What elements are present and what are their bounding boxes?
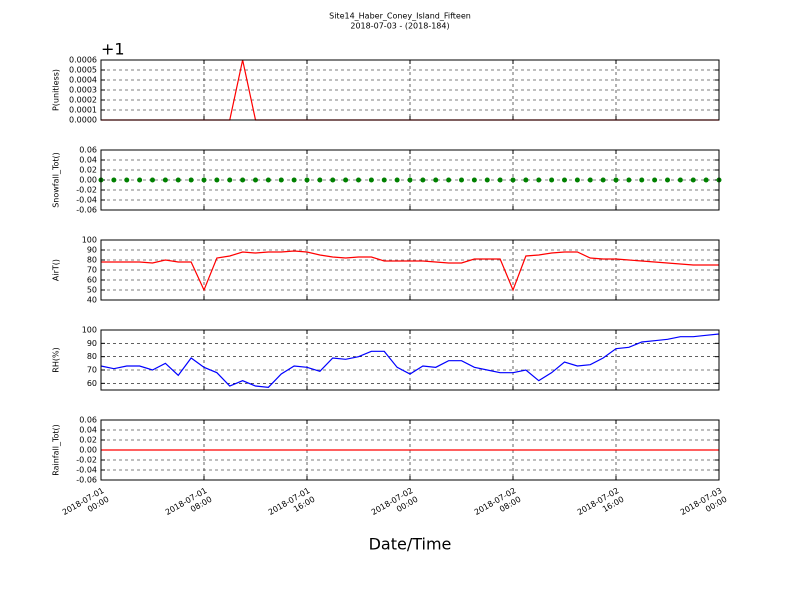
data-point: [240, 177, 246, 183]
data-point: [677, 177, 683, 183]
data-point: [394, 177, 400, 183]
data-line: [100, 333, 720, 388]
data-point: [690, 177, 696, 183]
data-point: [574, 177, 580, 183]
data-point: [613, 177, 619, 183]
data-point: [703, 177, 709, 183]
data-point: [317, 177, 323, 183]
data-point: [278, 177, 284, 183]
y-tick-label: 0.0005: [69, 66, 97, 75]
data-point: [304, 177, 310, 183]
data-point: [587, 177, 593, 183]
y-tick-label: 0.04: [79, 156, 97, 165]
data-point: [665, 177, 670, 183]
y-tick-label: 80: [87, 352, 97, 361]
data-point: [420, 177, 426, 183]
data-point: [562, 177, 567, 183]
y-tick-label: 0.0000: [69, 116, 97, 125]
y-tick-label: 0.0004: [69, 76, 97, 85]
y-tick-label: -0.06: [76, 206, 97, 215]
y-axis-label: AirT(): [52, 259, 61, 281]
data-point: [536, 177, 542, 183]
data-point: [381, 177, 387, 183]
plot-frame: [100, 59, 720, 121]
plot-frame: [100, 149, 720, 211]
data-point: [407, 177, 413, 183]
y-tick-label: 60: [87, 379, 97, 388]
plot-frame: [100, 239, 720, 301]
data-point: [626, 177, 632, 183]
chart-title: Site14_Haber_Coney_Island_Fifteen: [329, 12, 471, 21]
data-point: [150, 177, 155, 183]
data-point: [652, 177, 658, 183]
y-tick-label: 100: [82, 326, 97, 335]
data-point: [484, 177, 490, 183]
y-tick-label: 80: [87, 256, 97, 265]
y-tick-label: 70: [87, 266, 97, 275]
y-tick-label: -0.02: [76, 456, 97, 465]
y-tick-label: -0.02: [76, 186, 97, 195]
y-tick-label: 40: [87, 296, 97, 305]
y-tick-label: 0.06: [79, 416, 97, 425]
data-point: [446, 177, 452, 183]
y-tick-label: 0.02: [79, 436, 97, 445]
y-tick-label: 0.0001: [69, 106, 97, 115]
data-point: [265, 177, 271, 183]
y-tick-label: 0.02: [79, 166, 97, 175]
y-axis-label: RH(%): [52, 347, 61, 372]
data-point: [497, 177, 503, 183]
data-point: [253, 177, 258, 183]
data-point: [137, 177, 143, 183]
y-tick-label: -0.06: [76, 476, 97, 485]
data-point: [330, 177, 336, 183]
y-tick-label: 70: [87, 366, 97, 375]
data-point: [227, 177, 233, 183]
y-axis-label: Snowfall_Tot(): [52, 152, 61, 208]
y-axis-label: Rainfall_Tot(): [52, 424, 61, 476]
data-point: [433, 177, 439, 183]
y-tick-label: 0.0003: [69, 86, 97, 95]
y-tick-label: 0.00: [79, 176, 97, 185]
offset-text: +1: [101, 40, 125, 59]
y-tick-label: 90: [87, 246, 97, 255]
plot-frame: [100, 419, 720, 481]
data-point: [510, 177, 516, 183]
data-point: [549, 177, 555, 183]
data-point: [368, 177, 374, 183]
data-point: [188, 177, 194, 183]
y-tick-label: 0.06: [79, 146, 97, 155]
y-tick-label: 0.0002: [69, 96, 97, 105]
x-axis-label: Date/Time: [369, 535, 452, 554]
y-tick-label: 0.00: [79, 446, 97, 455]
data-point: [471, 177, 477, 183]
y-tick-label: -0.04: [76, 196, 97, 205]
y-tick-label: 90: [87, 339, 97, 348]
y-tick-label: 0.0006: [69, 56, 97, 65]
data-line: [101, 250, 719, 292]
chart-subtitle: 2018-07-03 - (2018-184): [350, 22, 449, 31]
data-point: [214, 177, 220, 183]
y-tick-label: 0.04: [79, 426, 97, 435]
data-point: [111, 177, 117, 183]
data-point: [343, 177, 349, 183]
data-point: [162, 177, 168, 183]
y-tick-label: 50: [87, 286, 97, 295]
y-tick-label: 100: [82, 236, 97, 245]
data-point: [175, 177, 181, 183]
y-axis-label: P(unitless): [52, 69, 61, 111]
data-point: [639, 177, 645, 183]
data-point: [356, 177, 361, 183]
data-point: [600, 177, 606, 183]
data-point: [201, 177, 207, 183]
data-point: [523, 177, 529, 183]
plot-frame: [100, 329, 720, 391]
y-tick-label: -0.04: [76, 466, 97, 475]
y-tick-label: 60: [87, 276, 97, 285]
data-point: [459, 177, 464, 183]
data-point: [291, 177, 297, 183]
data-point: [124, 177, 130, 183]
